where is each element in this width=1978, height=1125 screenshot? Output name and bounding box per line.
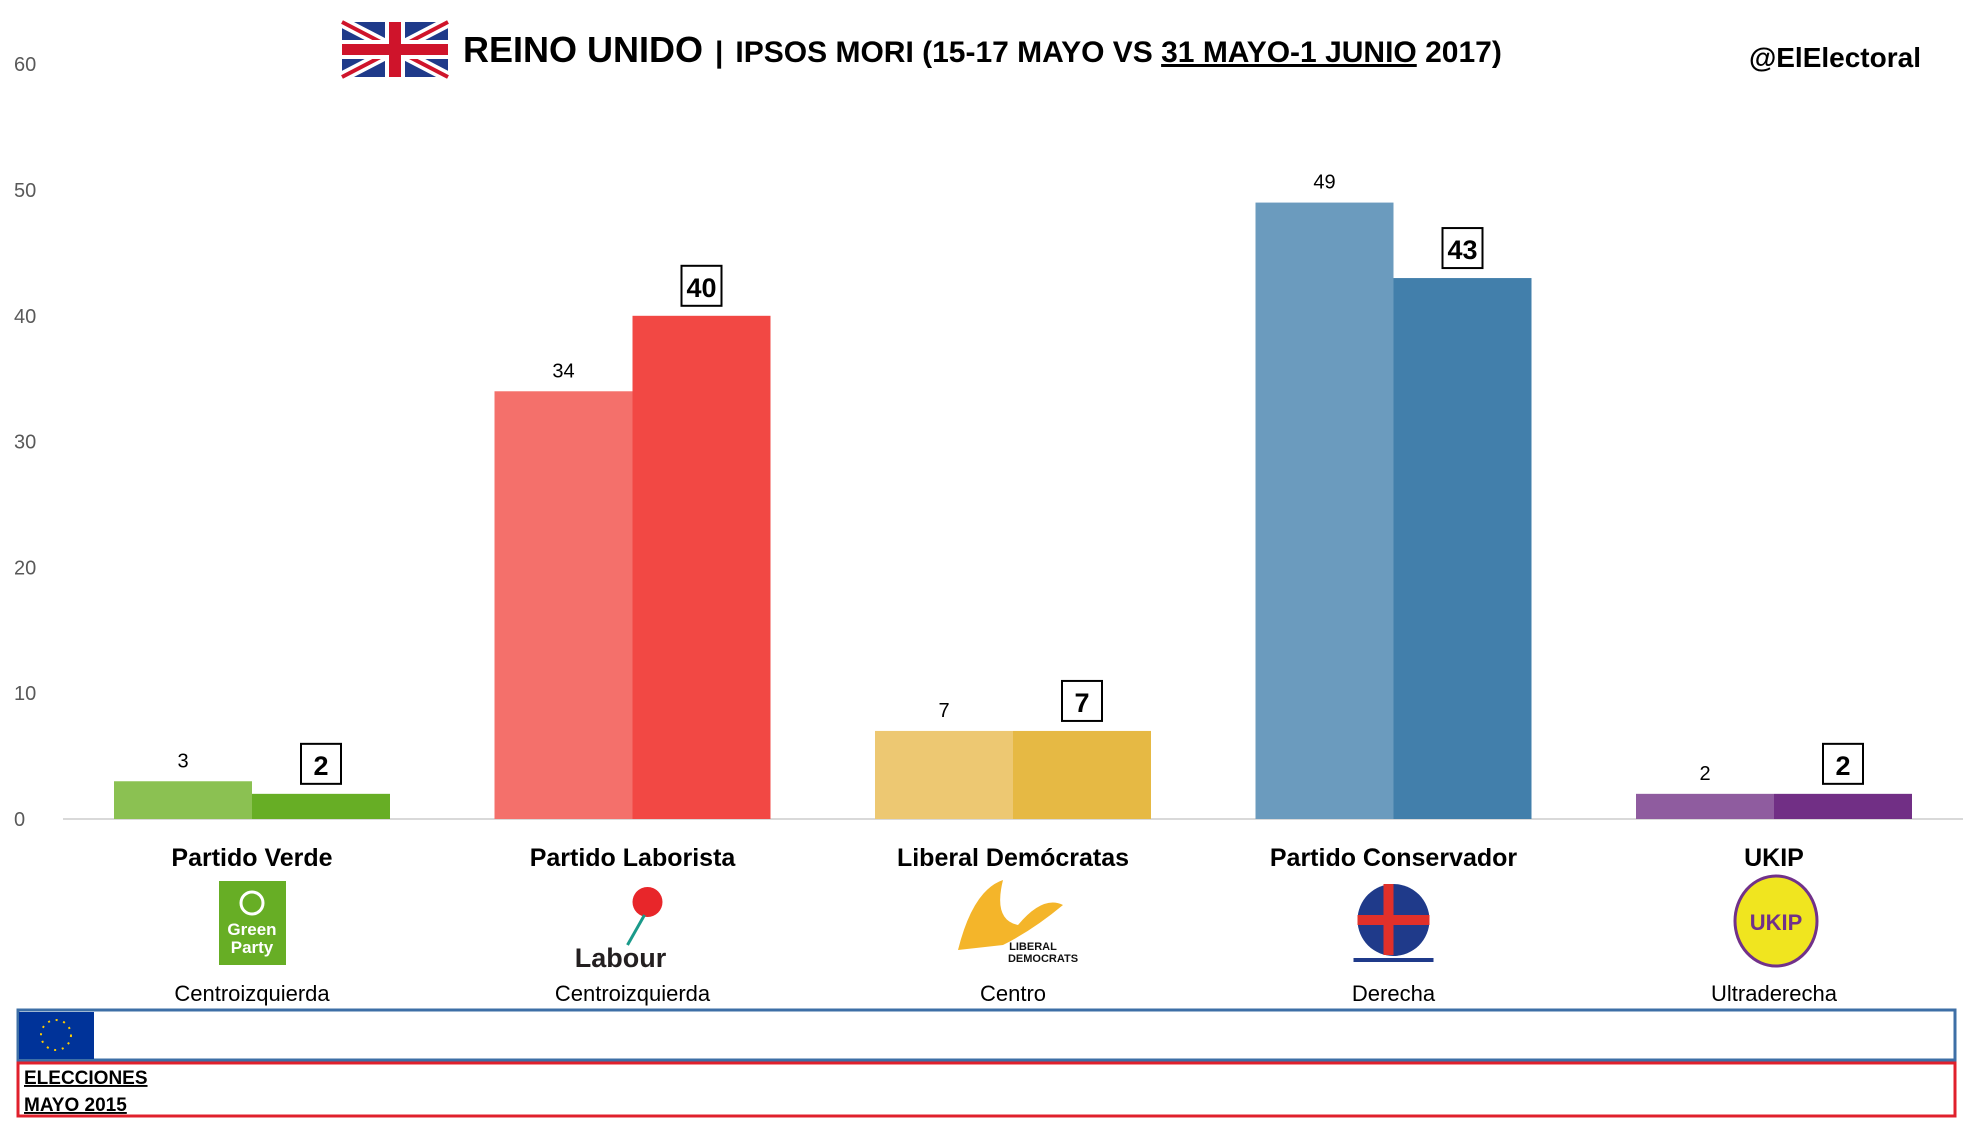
party-ideology: Centro [980, 981, 1046, 1006]
data-label-box [1061, 679, 1103, 722]
data-label-box [1441, 227, 1484, 270]
data-label-old: 7 [938, 700, 949, 722]
data-label-box [300, 742, 342, 785]
elections-2015-row [16, 1061, 1957, 1118]
conservative-tree-logo-icon [1353, 884, 1434, 962]
labour-rose-logo-icon: Labour [575, 887, 667, 973]
data-label-new: 43 [1447, 235, 1477, 265]
eu-groups-row [16, 1008, 1957, 1062]
data-label-new: 2 [313, 751, 328, 781]
data-label-box [680, 264, 723, 307]
data-label-old: 3 [177, 750, 188, 772]
chart-title: REINO UNIDO | IPSOS MORI (15-17 MAYO VS 31… [463, 29, 1502, 70]
eu-flag-icon [19, 1012, 94, 1059]
y-tick-label: 10 [14, 683, 36, 705]
bar-may15-17 [1636, 793, 1774, 819]
bar-may15-17 [494, 391, 633, 819]
bar-may31-jun1 [1393, 278, 1532, 819]
y-tick-label: 40 [14, 306, 36, 328]
bar-may31-jun1 [252, 793, 390, 819]
data-label-old: 2 [1699, 763, 1710, 785]
party-name: Partido Conservador [1270, 844, 1518, 872]
svg-text:Labour: Labour [575, 943, 667, 973]
bar-may31-jun1 [1774, 793, 1912, 819]
y-tick-label: 0 [14, 809, 25, 831]
party-name: Partido Verde [171, 844, 332, 872]
bar-may15-17 [1255, 202, 1394, 819]
party-name: UKIP [1744, 844, 1804, 872]
elections-label-line1: ELECCIONES [24, 1068, 148, 1089]
elections-label-line2: MAYO 2015 [24, 1095, 127, 1116]
data-label-old: 34 [552, 360, 574, 382]
bar-may15-17 [875, 730, 1013, 819]
party-name: Liberal Demócratas [897, 844, 1129, 872]
bar-may15-17 [114, 781, 252, 819]
data-label-new: 7 [1074, 688, 1089, 718]
data-label-old: 49 [1313, 172, 1335, 194]
data-label-new: 2 [1835, 751, 1850, 781]
twitter-handle: @ElElectoral [1749, 42, 1921, 73]
bar-may31-jun1 [1013, 730, 1151, 819]
y-tick-label: 20 [14, 557, 36, 579]
bar-may31-jun1 [632, 315, 771, 819]
svg-text:DEMOCRATS: DEMOCRATS [1008, 953, 1078, 965]
uk-flag-icon [339, 17, 451, 82]
svg-text:LIBERAL: LIBERAL [1009, 941, 1057, 953]
data-label-new: 40 [686, 273, 716, 303]
party-name: Partido Laborista [530, 844, 737, 872]
data-label-box [1822, 742, 1864, 785]
ukip-pound-logo-icon: UKIP [1733, 874, 1819, 968]
party-ideology: Ultraderecha [1711, 981, 1838, 1006]
party-ideology: Derecha [1352, 981, 1436, 1006]
svg-text:Party: Party [231, 938, 274, 957]
party-ideology: Centroizquierda [555, 981, 711, 1006]
y-tick-label: 60 [14, 54, 36, 76]
y-tick-label: 50 [14, 180, 36, 202]
party-ideology: Centroizquierda [174, 981, 330, 1006]
y-tick-label: 30 [14, 432, 36, 454]
svg-text:Green: Green [227, 920, 276, 939]
svg-text:UKIP: UKIP [1750, 910, 1803, 935]
